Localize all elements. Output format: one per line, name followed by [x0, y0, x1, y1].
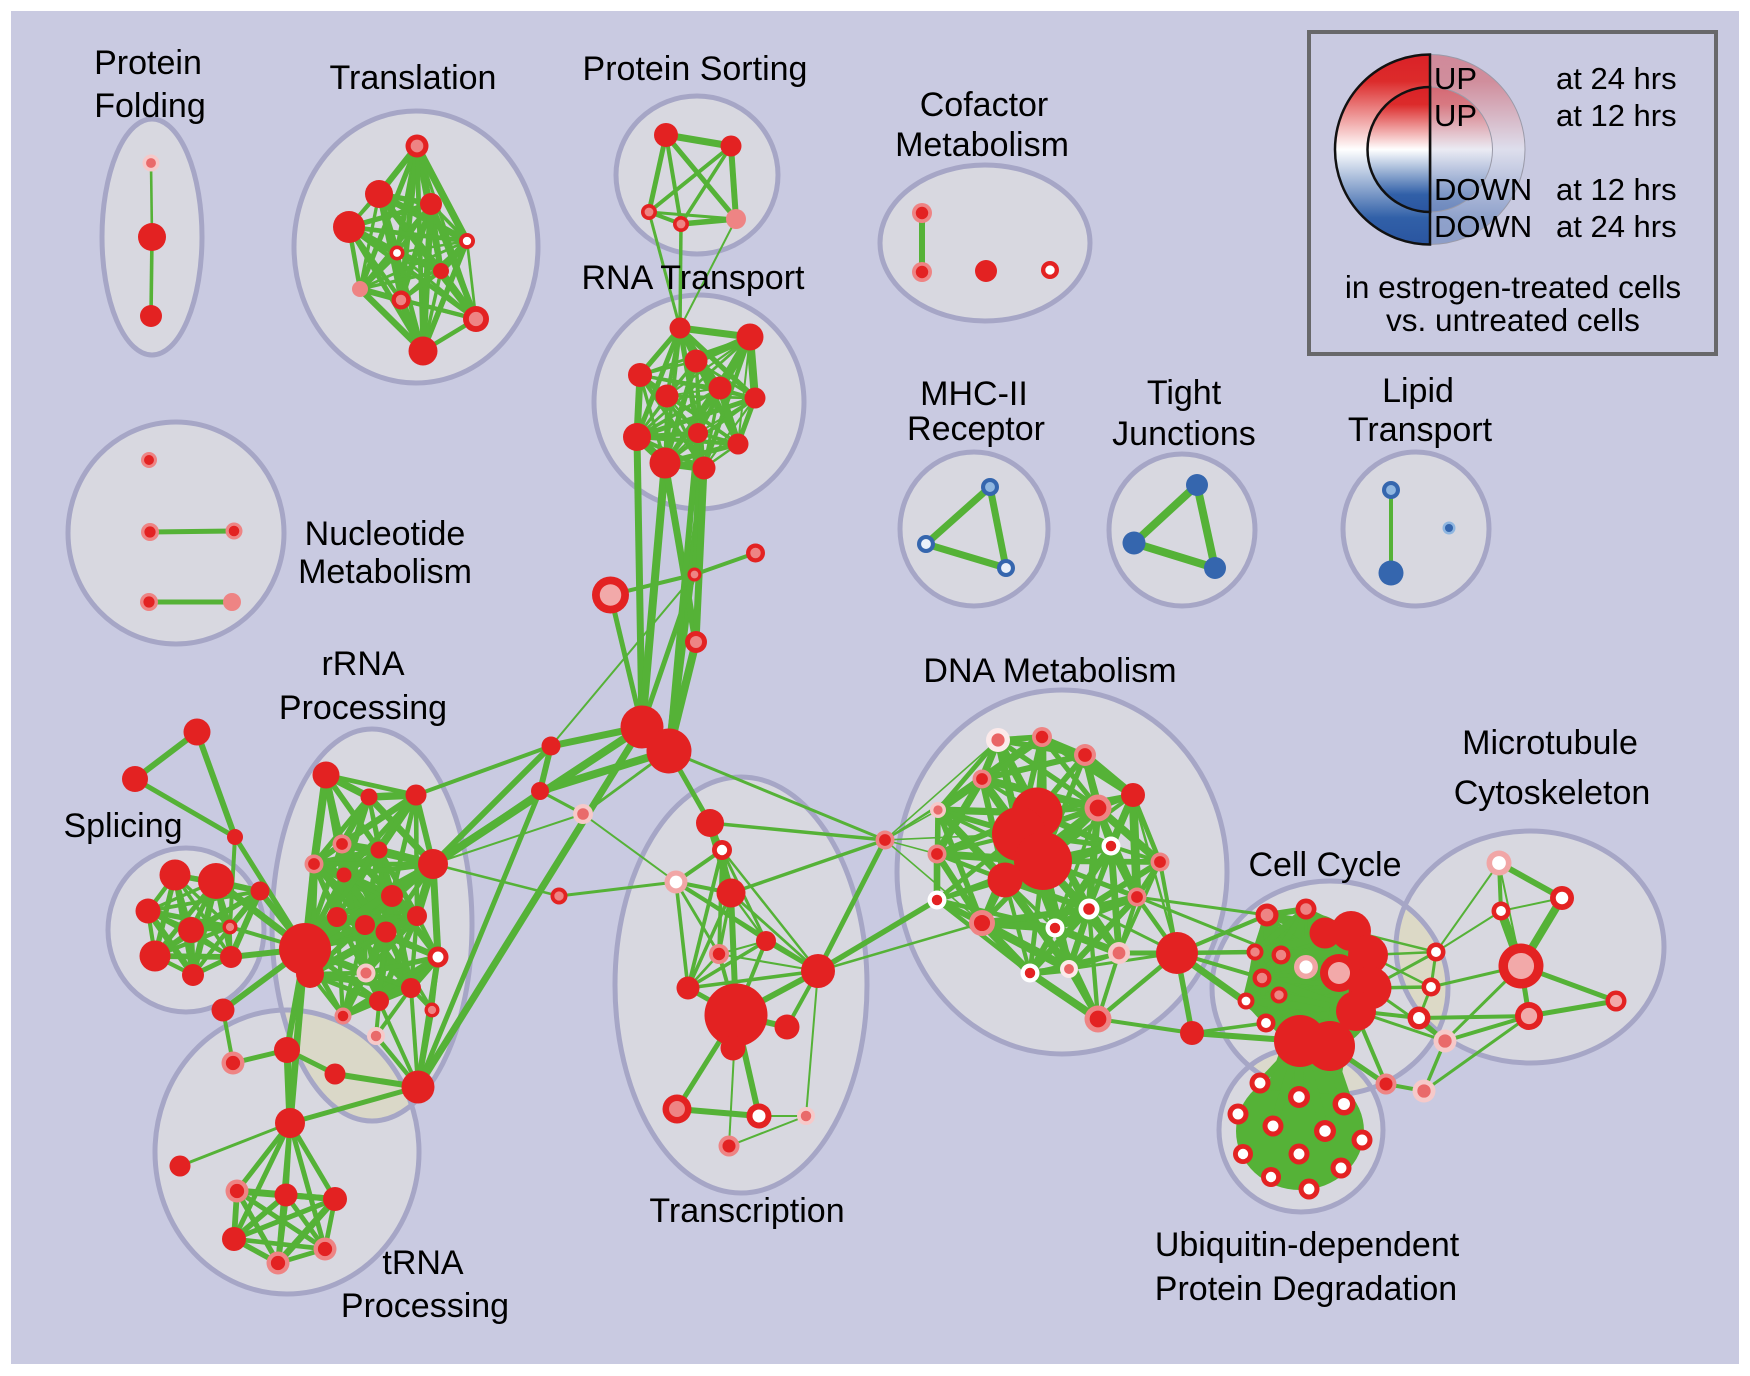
svg-text:at 12 hrs: at 12 hrs: [1556, 98, 1677, 133]
svg-text:Cytoskeleton: Cytoskeleton: [1454, 774, 1651, 812]
svg-text:Splicing: Splicing: [63, 807, 182, 845]
svg-text:Processing: Processing: [279, 689, 447, 727]
svg-text:vs. untreated cells: vs. untreated cells: [1386, 302, 1640, 338]
svg-text:DOWN: DOWN: [1434, 209, 1532, 244]
svg-text:Receptor: Receptor: [907, 410, 1045, 448]
svg-text:at 12 hrs: at 12 hrs: [1556, 172, 1677, 207]
svg-text:tRNA: tRNA: [382, 1244, 464, 1282]
svg-text:Nucleotide: Nucleotide: [305, 515, 466, 553]
svg-text:Folding: Folding: [94, 87, 206, 125]
svg-text:Protein Sorting: Protein Sorting: [583, 50, 808, 88]
svg-text:Transport: Transport: [1348, 411, 1493, 449]
svg-text:Tight: Tight: [1147, 374, 1222, 412]
svg-text:Translation: Translation: [330, 59, 497, 97]
svg-text:Transcription: Transcription: [649, 1192, 844, 1230]
svg-text:Cell Cycle: Cell Cycle: [1248, 846, 1401, 884]
svg-text:Metabolism: Metabolism: [298, 553, 472, 591]
svg-text:DNA Metabolism: DNA Metabolism: [923, 652, 1176, 690]
svg-text:Cofactor: Cofactor: [920, 86, 1049, 124]
svg-text:Metabolism: Metabolism: [895, 126, 1069, 164]
svg-text:Processing: Processing: [341, 1287, 509, 1325]
svg-text:DOWN: DOWN: [1434, 172, 1532, 207]
svg-text:Lipid: Lipid: [1382, 372, 1454, 410]
svg-text:in estrogen-treated cells: in estrogen-treated cells: [1345, 269, 1681, 305]
svg-text:UP: UP: [1434, 98, 1477, 133]
svg-text:Protein Degradation: Protein Degradation: [1155, 1270, 1457, 1308]
svg-text:Protein: Protein: [94, 44, 202, 82]
svg-text:at 24 hrs: at 24 hrs: [1556, 61, 1677, 96]
svg-text:MHC-II: MHC-II: [920, 375, 1028, 413]
svg-text:UP: UP: [1434, 61, 1477, 96]
svg-text:Ubiquitin-dependent: Ubiquitin-dependent: [1155, 1226, 1460, 1264]
svg-text:at 24 hrs: at 24 hrs: [1556, 209, 1677, 244]
svg-text:Junctions: Junctions: [1112, 415, 1256, 453]
svg-text:RNA Transport: RNA Transport: [582, 259, 806, 297]
svg-text:rRNA: rRNA: [321, 645, 404, 683]
svg-text:Microtubule: Microtubule: [1462, 724, 1638, 762]
